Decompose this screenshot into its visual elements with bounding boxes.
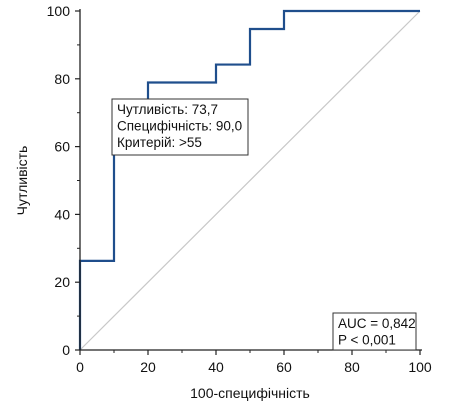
y-tick-label: 0: [62, 342, 70, 358]
annotation-text: P < 0,001: [338, 333, 396, 348]
x-tick-label: 60: [276, 359, 292, 375]
x-axis-title: 100-специфічність: [190, 385, 310, 401]
x-tick-label: 80: [344, 359, 360, 375]
reference-diagonal-line: [79, 10, 421, 351]
y-tick-label: 80: [54, 71, 70, 87]
annotation-text: Специфічність: 90,0: [117, 119, 242, 134]
x-tick-label: 20: [140, 359, 156, 375]
criterion-info-box: Чутливість: 73,7 Специфічність: 90,0Крите…: [111, 98, 249, 156]
y-tick-label: 100: [47, 3, 71, 19]
y-tick-label: 60: [54, 139, 70, 155]
y-tick-label: 40: [54, 206, 70, 222]
auc-info-box: AUC = 0,842 P < 0,001: [332, 312, 417, 351]
auc-info-box-frame: [332, 312, 417, 351]
roc-curve-line: [78, 9, 420, 350]
x-tick-label: 40: [208, 359, 224, 375]
annotation-text: AUC = 0,842: [338, 316, 416, 331]
x-tick-label: 100: [408, 359, 432, 375]
annotation-text: Чутливість: 73,7: [117, 102, 218, 117]
annotation-text: Критерій: >55: [117, 135, 202, 150]
y-axis-title: Чутливість: [14, 146, 30, 216]
y-tick-label: 20: [54, 274, 70, 290]
x-tick-label: 0: [76, 359, 84, 375]
criterion-info-box-frame: [111, 98, 249, 156]
